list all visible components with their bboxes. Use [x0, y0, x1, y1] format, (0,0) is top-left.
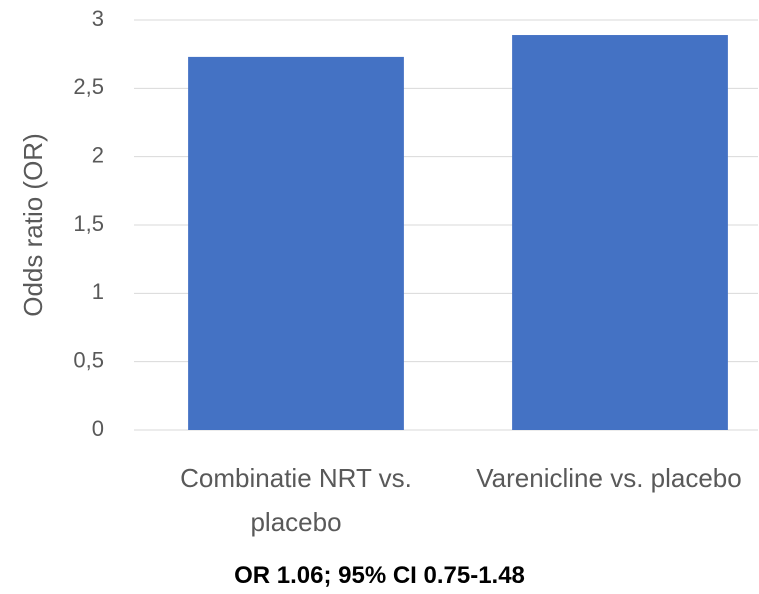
y-axis-label: Odds ratio (OR)	[18, 133, 48, 317]
x-tick-label: Combinatie NRT vs. placebo	[180, 463, 412, 537]
y-tick-label: 0,5	[73, 347, 104, 372]
y-tick-label: 2,5	[73, 74, 104, 99]
annotation: OR 1.06; 95% CI 0.75-1.48	[234, 562, 525, 589]
y-tick-label: 0	[92, 416, 104, 441]
y-tick-label: 3	[92, 6, 104, 31]
x-tick-label: Varenicline vs. placebo	[476, 463, 742, 493]
y-tick-label: 2	[92, 142, 104, 167]
bar	[512, 35, 728, 431]
y-tick-label: 1,5	[73, 211, 104, 236]
y-tick-label: 1	[92, 279, 104, 304]
bar	[188, 56, 404, 431]
